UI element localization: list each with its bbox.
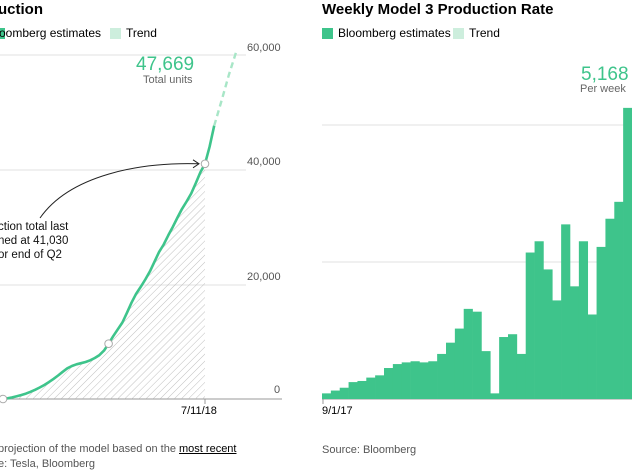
weekly-bar-2 — [339, 387, 349, 399]
left-legend-swatch-estimates — [0, 28, 5, 39]
weekly-bar-32 — [605, 218, 615, 399]
annotation-arrowhead — [192, 159, 200, 169]
trend-line — [213, 51, 238, 127]
annotation-arrow — [39, 163, 200, 219]
weekly-bar-18 — [481, 351, 491, 399]
y-tick-40000: 40,000 — [247, 156, 281, 168]
weekly-bar-29 — [578, 241, 589, 399]
left-x-tick: 7/11/18 — [181, 405, 217, 417]
right-legend-swatch-trend — [453, 28, 464, 39]
weekly-bar-4 — [357, 380, 367, 399]
left-legend-trend: Trend — [126, 26, 157, 40]
annotation-line-1: ction total last — [0, 221, 69, 233]
cumulative-area-hatch — [3, 163, 205, 399]
per-week-value: 5,168 — [581, 64, 629, 85]
weekly-bar-10 — [410, 361, 420, 399]
weekly-bar-31 — [596, 246, 606, 399]
weekly-bar-26 — [552, 300, 562, 399]
left-legend-swatch-trend — [110, 28, 121, 39]
weekly-bar-17 — [472, 311, 482, 399]
weekly-bar-7 — [384, 368, 394, 399]
weekly-bar-15 — [454, 328, 465, 399]
weekly-bar-33 — [614, 201, 624, 399]
left-source: e: Tesla, Bloomberg — [0, 458, 96, 470]
data-marker-2 — [200, 159, 210, 169]
y-tick-60000: 60,000 — [247, 42, 281, 54]
weekly-bar-19 — [490, 393, 500, 399]
right-legend-estimates: Bloomberg estimates — [338, 26, 451, 40]
right-legend-trend: Trend — [469, 26, 500, 40]
weekly-bar-20 — [499, 337, 509, 399]
weekly-bar-22 — [516, 353, 527, 399]
left-legend-estimates: oomberg estimates — [0, 26, 102, 40]
data-marker-1 — [104, 339, 113, 349]
total-units-value: 47,669 — [136, 54, 195, 75]
right-chart-title: Weekly Model 3 Production Rate — [322, 1, 554, 18]
left-footnote-text: projection of the model based on the — [0, 443, 180, 455]
left-footnote: projection of the model based on the mos… — [0, 443, 236, 455]
weekly-bar-6 — [375, 375, 385, 399]
weekly-bar-3 — [348, 382, 358, 399]
weekly-bar-16 — [463, 308, 473, 399]
weekly-bar-9 — [401, 362, 411, 399]
weekly-bar-12 — [428, 361, 438, 399]
weekly-bar-11 — [419, 362, 429, 399]
left-chart-title: uction — [0, 1, 43, 18]
weekly-bar-28 — [570, 286, 580, 399]
right-legend-swatch-estimates — [322, 28, 333, 39]
y-tick-20000: 20,000 — [247, 271, 281, 283]
weekly-bar-25 — [543, 269, 553, 399]
weekly-bar-8 — [392, 364, 403, 399]
weekly-bar-13 — [437, 353, 447, 399]
weekly-bar-23 — [525, 252, 535, 399]
weekly-bar-24 — [534, 241, 544, 399]
right-source: Source: Bloomberg — [322, 444, 417, 456]
annotation-line-2: ned at 41,030 — [0, 235, 69, 247]
weekly-bar-27 — [561, 224, 571, 399]
right-x-tick: 9/1/17 — [322, 405, 353, 417]
data-marker-0 — [0, 394, 8, 404]
annotation-line-3: or end of Q2 — [0, 249, 62, 261]
weekly-bar-34 — [623, 107, 632, 400]
most-recent-link[interactable]: most recent — [179, 443, 237, 455]
y-tick-0: 0 — [274, 384, 281, 396]
weekly-bar-0 — [322, 393, 332, 399]
weekly-bar-14 — [446, 342, 456, 399]
per-week-caption: Per week — [580, 83, 626, 95]
weekly-bar-5 — [366, 377, 376, 399]
weekly-bar-1 — [330, 390, 341, 399]
weekly-bar-21 — [508, 334, 518, 399]
total-units-caption: Total units — [143, 74, 193, 86]
weekly-bar-30 — [587, 314, 597, 399]
